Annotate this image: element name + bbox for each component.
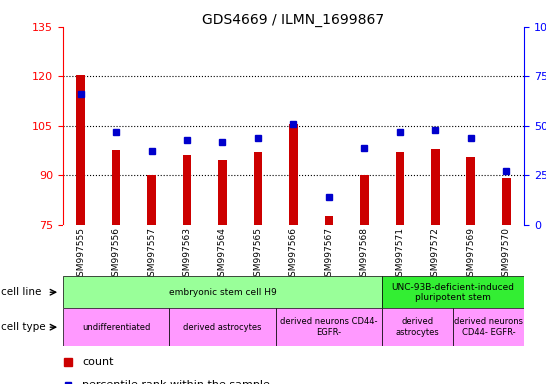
Text: count: count	[82, 357, 114, 367]
Bar	[276, 308, 382, 346]
Bar	[382, 276, 524, 308]
Bar	[169, 308, 276, 346]
Text: derived neurons
CD44- EGFR-: derived neurons CD44- EGFR-	[454, 318, 523, 337]
Text: cell line: cell line	[1, 287, 41, 297]
Bar	[111, 151, 121, 225]
Text: UNC-93B-deficient-induced
pluripotent stem: UNC-93B-deficient-induced pluripotent st…	[391, 283, 515, 302]
Bar	[453, 308, 524, 346]
Text: GSM997555: GSM997555	[76, 227, 85, 282]
Bar	[63, 276, 382, 308]
Bar	[502, 179, 511, 225]
Bar	[395, 152, 405, 225]
Bar	[253, 152, 263, 225]
Text: GSM997567: GSM997567	[324, 227, 334, 282]
Bar	[431, 149, 440, 225]
Text: GSM997566: GSM997566	[289, 227, 298, 282]
Text: GSM997571: GSM997571	[395, 227, 405, 282]
Bar	[76, 74, 85, 225]
Bar	[289, 124, 298, 225]
Text: GSM997563: GSM997563	[182, 227, 192, 282]
Text: GSM997557: GSM997557	[147, 227, 156, 282]
Text: GDS4669 / ILMN_1699867: GDS4669 / ILMN_1699867	[203, 13, 384, 27]
Text: percentile rank within the sample: percentile rank within the sample	[82, 380, 270, 384]
Bar	[63, 308, 169, 346]
Text: GSM997564: GSM997564	[218, 227, 227, 282]
Text: derived astrocytes: derived astrocytes	[183, 323, 262, 332]
Bar	[218, 161, 227, 225]
Text: GSM997556: GSM997556	[111, 227, 121, 282]
Text: derived
astrocytes: derived astrocytes	[396, 318, 440, 337]
Text: GSM997568: GSM997568	[360, 227, 369, 282]
Bar	[382, 308, 453, 346]
Bar	[147, 175, 156, 225]
Text: GSM997570: GSM997570	[502, 227, 511, 282]
Bar	[466, 157, 476, 225]
Text: GSM997569: GSM997569	[466, 227, 476, 282]
Text: undifferentiated: undifferentiated	[82, 323, 150, 332]
Bar	[360, 175, 369, 225]
Text: cell type: cell type	[1, 322, 46, 332]
Text: GSM997572: GSM997572	[431, 227, 440, 282]
Text: embryonic stem cell H9: embryonic stem cell H9	[169, 288, 276, 297]
Text: derived neurons CD44-
EGFR-: derived neurons CD44- EGFR-	[280, 318, 378, 337]
Bar	[182, 156, 192, 225]
Bar	[324, 217, 334, 225]
Text: GSM997565: GSM997565	[253, 227, 263, 282]
